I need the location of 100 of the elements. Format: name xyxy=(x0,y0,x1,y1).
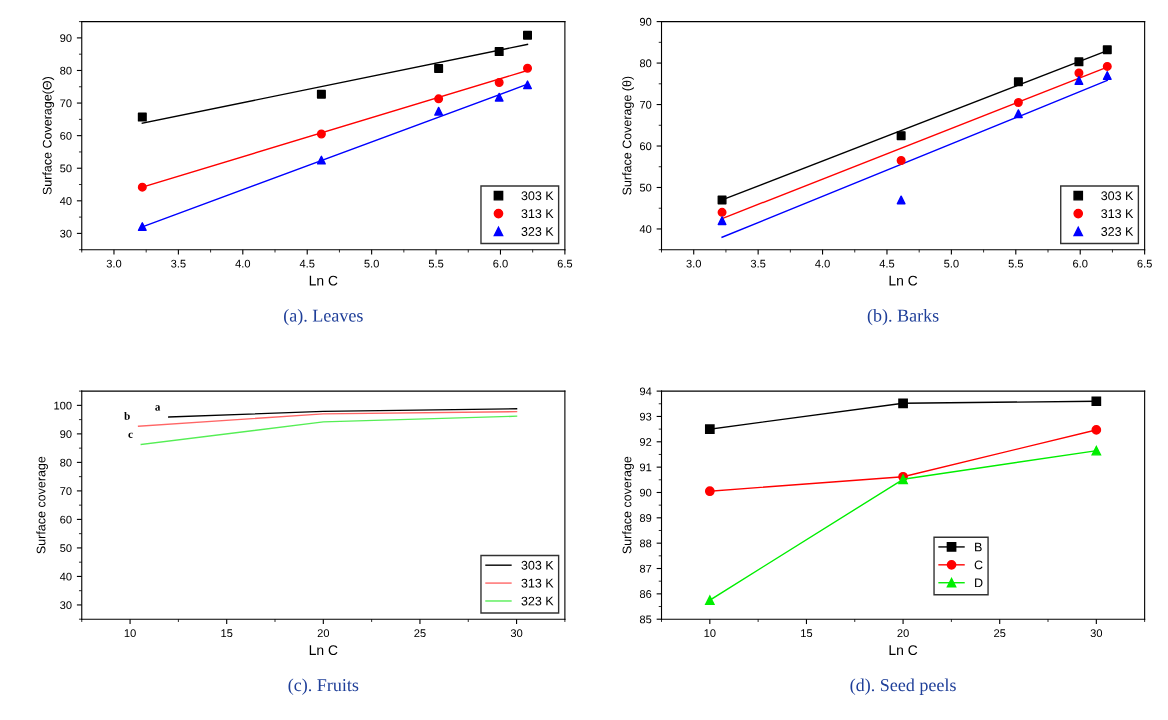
point xyxy=(898,398,908,409)
x-tick-label: 6.0 xyxy=(493,259,508,268)
point xyxy=(523,30,533,40)
y-tick-label: 91 xyxy=(639,463,652,472)
legend-label: 323 K xyxy=(521,596,554,606)
point xyxy=(137,222,147,232)
y-tick-label: 40 xyxy=(59,197,72,205)
point xyxy=(434,64,444,74)
point xyxy=(1074,75,1084,85)
legend-label: 313 K xyxy=(521,578,554,588)
point xyxy=(896,131,906,141)
y-tick-label: 90 xyxy=(60,430,72,439)
point xyxy=(704,486,715,497)
point xyxy=(316,129,326,139)
point xyxy=(434,94,444,104)
text: (a). Leaves xyxy=(284,309,363,326)
x-tick-label: 25 xyxy=(994,629,1006,638)
point xyxy=(1074,68,1084,78)
x-axis-title: Ln C xyxy=(309,645,338,656)
x-axis-title: Ln C xyxy=(889,275,918,286)
y-tick-label: 40 xyxy=(59,572,72,581)
y-tick-label: 50 xyxy=(60,164,72,173)
legend-label: 303 K xyxy=(521,560,554,570)
x-tick-label: 30 xyxy=(510,629,523,638)
x-tick-label: 5.0 xyxy=(944,259,959,268)
x-tick-label: 4.5 xyxy=(879,259,895,268)
point xyxy=(1013,77,1023,87)
point xyxy=(523,63,533,73)
x-tick-label: 4.5 xyxy=(299,259,315,268)
point xyxy=(896,195,906,205)
x-tick-label: 4.0 xyxy=(815,259,830,268)
point xyxy=(704,424,715,434)
y-tick-label: 90 xyxy=(639,17,652,26)
point xyxy=(704,595,715,606)
x-tick-label: 30 xyxy=(1090,629,1103,638)
text: (c). Fruits xyxy=(288,678,359,695)
y-axis-title: Surface Coverage(Θ) xyxy=(42,77,55,195)
x-tick-label: 15 xyxy=(221,629,233,638)
y-tick-label: 70 xyxy=(640,100,652,109)
x-tick-label: 20 xyxy=(897,629,909,638)
text: (b). Barks xyxy=(867,309,939,326)
y-axis-title: Surface Coverage (θ) xyxy=(622,76,634,195)
y-tick-label: 80 xyxy=(60,458,72,467)
point xyxy=(494,47,504,57)
y-tick-label: 30 xyxy=(60,601,72,610)
x-tick-label: 6.0 xyxy=(1073,259,1088,268)
y-tick-label: 93 xyxy=(639,412,652,421)
annotation: a xyxy=(155,405,161,411)
y-tick-label: 50 xyxy=(639,183,652,192)
annotation: c xyxy=(128,432,133,438)
annotation: b xyxy=(124,411,130,420)
point xyxy=(434,106,444,116)
point xyxy=(494,92,504,102)
y-tick-label: 100 xyxy=(54,401,72,410)
point xyxy=(1091,425,1102,435)
x-tick-label: 20 xyxy=(317,629,330,638)
y-tick-label: 85 xyxy=(639,615,652,624)
point xyxy=(523,80,533,90)
legend-label: C xyxy=(974,560,983,570)
point xyxy=(316,89,326,99)
y-tick-label: 88 xyxy=(639,539,652,548)
point xyxy=(494,78,504,88)
y-tick-label: 80 xyxy=(639,59,652,68)
point xyxy=(1102,71,1112,81)
x-tick-label: 5.5 xyxy=(1008,259,1024,268)
y-tick-label: 89 xyxy=(639,514,652,522)
point xyxy=(1102,45,1112,55)
y-tick-label: 90 xyxy=(60,34,72,43)
legend-label: 313 K xyxy=(521,209,554,219)
x-tick-label: 25 xyxy=(414,629,426,638)
point xyxy=(717,216,727,226)
point xyxy=(1013,109,1023,119)
x-tick-label: 3.5 xyxy=(750,259,766,268)
point xyxy=(717,207,727,217)
point xyxy=(1013,97,1023,107)
point xyxy=(137,182,147,192)
point xyxy=(896,156,906,166)
x-tick-label: 10 xyxy=(704,629,716,638)
legend-label: 303 K xyxy=(1101,191,1134,201)
legend-label: 323 K xyxy=(521,227,554,236)
y-tick-label: 50 xyxy=(60,544,72,553)
x-tick-label: 6.5 xyxy=(557,259,573,268)
point xyxy=(1091,445,1102,456)
y-tick-label: 92 xyxy=(639,438,652,446)
point xyxy=(316,155,326,165)
y-tick-label: 70 xyxy=(60,487,72,496)
text: (d). Seed peels xyxy=(850,678,956,695)
legend-label: 313 K xyxy=(1101,209,1134,219)
x-tick-label: 3.0 xyxy=(106,259,122,268)
x-tick-label: 6.5 xyxy=(1137,259,1152,268)
y-tick-label: 60 xyxy=(640,142,652,151)
legend-label: 303 K xyxy=(521,191,554,201)
y-axis-title: Surface coverage xyxy=(622,456,634,554)
y-tick-label: 70 xyxy=(60,99,72,108)
point xyxy=(1074,57,1084,67)
y-tick-label: 80 xyxy=(60,66,72,75)
point xyxy=(717,195,727,205)
x-tick-label: 15 xyxy=(801,629,813,638)
x-tick-label: 5.5 xyxy=(428,259,444,268)
y-tick-label: 90 xyxy=(639,488,652,497)
